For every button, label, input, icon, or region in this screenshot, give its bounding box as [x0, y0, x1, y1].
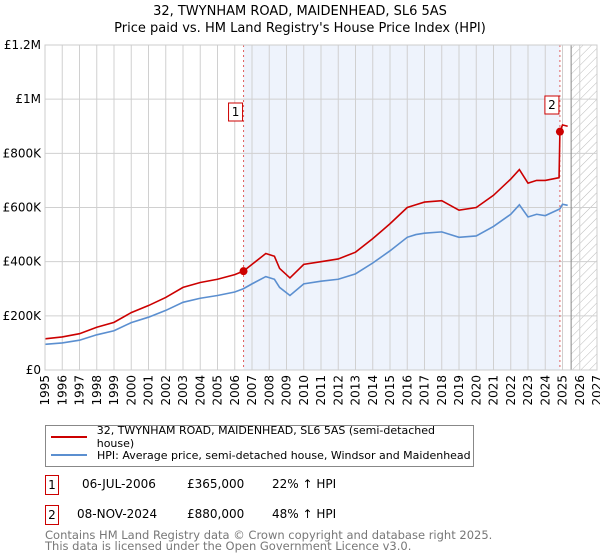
x-tick-label: 2009	[280, 375, 294, 406]
x-tick-label: 2016	[400, 375, 414, 406]
annotation-box	[228, 102, 244, 122]
x-tick-label: 2022	[504, 375, 518, 406]
x-tick-label: 2004	[193, 375, 207, 406]
footer-line: This data is licensed under the Open Gov…	[45, 539, 412, 553]
y-tick-label: £1.2M	[4, 38, 41, 52]
x-tick-label: 2013	[349, 375, 363, 406]
x-tick-label: 2001	[142, 375, 156, 406]
y-tick-label: £0	[26, 363, 41, 377]
x-tick-label: 1997	[73, 375, 87, 406]
y-tick-label: £800K	[3, 146, 43, 160]
x-tick-label: 2006	[228, 375, 242, 406]
sale-price: £880,000	[187, 507, 245, 521]
x-tick-label: 2005	[211, 375, 225, 406]
legend-item-property: 32, TWYNHAM ROAD, MAIDENHEAD, SL6 5AS (s…	[51, 424, 473, 450]
x-tick-label: 2026	[573, 375, 587, 406]
x-tick-label: 2015	[383, 375, 397, 406]
title-text: 32, TWYNHAM ROAD, MAIDENHEAD, SL6 5AS	[153, 4, 447, 19]
x-tick-label: 2011	[314, 375, 328, 406]
x-tick-label: 1995	[38, 375, 52, 406]
price-chart: 1995 1996 1997 1998 1999 2000 2001 2002 2003 2004…	[3, 38, 600, 406]
y-tick-label: £200K	[3, 309, 43, 323]
x-tick-label: 2019	[452, 375, 466, 406]
legend-item-hpi: HPI: Average price, semi-detached house,…	[51, 447, 471, 463]
footer: Contains HM Land Registry data © Crown c…	[45, 528, 493, 553]
x-tick-label: 1996	[55, 375, 69, 406]
x-tick-label: 2003	[176, 375, 190, 406]
x-tick-label: 2020	[469, 375, 483, 406]
chart-title: 32, TWYNHAM ROAD, MAIDENHEAD, SL6 5AS Pri…	[0, 3, 600, 37]
sale-point	[555, 127, 564, 136]
x-tick-label: 1999	[107, 375, 121, 406]
x-tick-label: 2027	[590, 375, 600, 406]
x-tick-label: 2023	[521, 375, 535, 406]
sale-price: £365,000	[187, 477, 245, 491]
x-tick-label: 2018	[435, 375, 449, 406]
hpi-line	[44, 203, 568, 346]
legend-line-red	[51, 436, 87, 438]
x-tick-label: 2002	[159, 375, 173, 406]
legend-line-blue	[51, 454, 87, 456]
x-tick-label: 2008	[262, 375, 276, 406]
sale-badge: 2	[45, 505, 59, 525]
x-tick-label: 2025	[556, 375, 570, 406]
annotation-box	[544, 95, 560, 115]
y-tick-label: £600K	[3, 201, 43, 215]
sale-date: 08-NOV-2024	[77, 507, 158, 521]
sale-point	[239, 267, 248, 276]
x-tick-label: 2021	[487, 375, 501, 406]
legend: 32, TWYNHAM ROAD, MAIDENHEAD, SL6 5AS (s…	[45, 424, 474, 467]
x-tick-label: 2017	[418, 375, 432, 406]
x-tick-label: 2000	[124, 375, 138, 406]
annotation-label: 1	[232, 105, 240, 119]
sale-date: 06-JUL-2006	[82, 477, 156, 491]
legend-label: HPI: Average price, semi-detached house,…	[97, 448, 471, 462]
x-tick-label: 1998	[90, 375, 104, 406]
y-tick-label: £1M	[15, 92, 41, 106]
x-tick-label: 2012	[331, 375, 345, 406]
subtitle-text: Price paid vs. HM Land Registry's House …	[114, 21, 486, 36]
x-tick-label: 2010	[297, 375, 311, 406]
sale-badge: 1	[45, 475, 59, 495]
x-tick-label: 2014	[366, 375, 380, 406]
plot-border	[44, 44, 598, 371]
y-tick-label: £400K	[3, 255, 43, 269]
sale-hpi: 22% ↑ HPI	[272, 477, 337, 491]
property-price-line	[44, 123, 568, 340]
x-tick-label: 2007	[245, 375, 259, 406]
annotation-label: 2	[548, 98, 556, 112]
legend-label: 32, TWYNHAM ROAD, MAIDENHEAD, SL6 5AS (s…	[96, 424, 435, 450]
footer-line: Contains HM Land Registry data © Crown c…	[45, 528, 493, 542]
sale-hpi: 48% ↑ HPI	[272, 507, 337, 521]
x-tick-label: 2024	[538, 375, 552, 406]
